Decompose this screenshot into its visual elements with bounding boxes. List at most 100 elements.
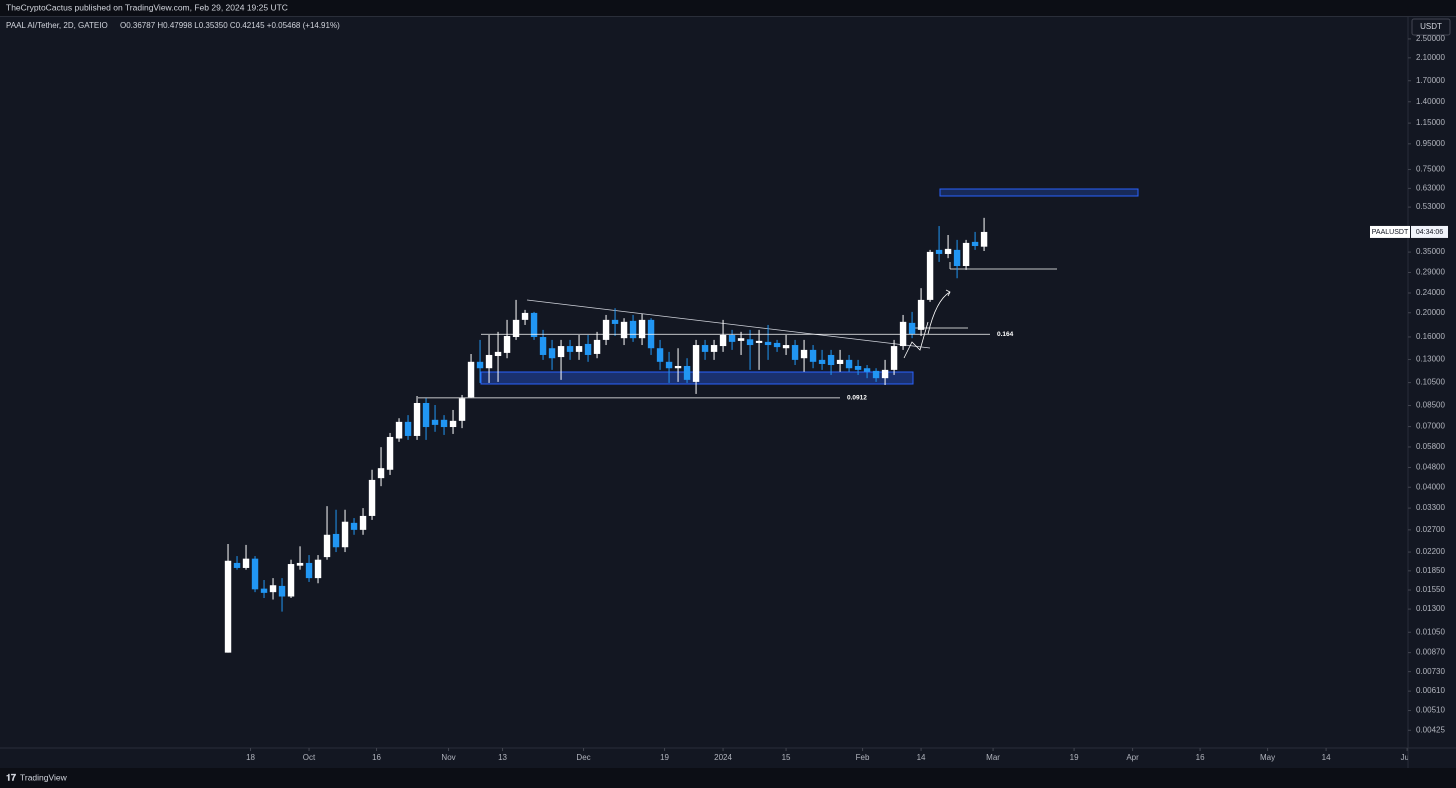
candle-body <box>494 351 502 357</box>
y-tick-label: 0.08500 <box>1416 401 1445 410</box>
candle-body <box>413 403 421 436</box>
candle-body <box>665 361 673 369</box>
candle-body <box>800 349 808 359</box>
y-tick-label: 0.00610 <box>1416 686 1445 695</box>
x-tick-label: Dec <box>576 753 590 762</box>
x-tick-label: Mar <box>986 753 1000 762</box>
y-tick-label: 0.95000 <box>1416 139 1445 148</box>
candle-body <box>845 359 853 369</box>
footer-bar <box>0 768 1456 788</box>
candle-body <box>656 348 664 362</box>
y-tick-label: 0.16000 <box>1416 332 1445 341</box>
candle-body <box>854 365 862 370</box>
candle-body <box>593 339 601 354</box>
candle-body <box>944 248 952 254</box>
candle-body <box>350 522 358 530</box>
y-tick-label: 0.75000 <box>1416 165 1445 174</box>
candle-body <box>242 558 250 568</box>
candle-body <box>503 336 511 353</box>
candle-body <box>773 342 781 348</box>
candle-body <box>602 319 610 340</box>
candle-body <box>701 345 709 352</box>
x-tick-label: 16 <box>372 753 381 762</box>
y-tick-label: 0.00870 <box>1416 648 1445 657</box>
candle-body <box>260 588 268 593</box>
x-tick-label: Oct <box>303 753 316 762</box>
y-tick-label: 0.02200 <box>1416 547 1445 556</box>
y-tick-label: 0.53000 <box>1416 202 1445 211</box>
candle-body <box>620 321 628 339</box>
x-tick-label: Jun <box>1401 753 1414 762</box>
candle-body <box>368 479 376 516</box>
x-tick-label: 19 <box>1070 753 1079 762</box>
currency-box[interactable] <box>1411 18 1451 36</box>
candle-body <box>332 533 340 548</box>
header-bar <box>0 0 1456 16</box>
candle-body <box>818 359 826 364</box>
y-tick-label: 0.29000 <box>1416 268 1445 277</box>
candle-body <box>485 354 493 369</box>
candle-body <box>881 369 889 379</box>
x-tick-label: Feb <box>856 753 870 762</box>
candle-body <box>611 319 619 324</box>
candle-body <box>755 340 763 343</box>
candle-body <box>962 242 970 267</box>
candle-body <box>638 319 646 339</box>
arrow <box>927 289 951 335</box>
y-tick-label: 0.35000 <box>1416 247 1445 256</box>
y-tick-label: 0.00730 <box>1416 667 1445 676</box>
y-tick-label: 0.04000 <box>1416 482 1445 491</box>
candle-body <box>269 585 277 593</box>
candle-body <box>683 365 691 380</box>
y-tick-label: 0.01550 <box>1416 585 1445 594</box>
x-tick-label: May <box>1260 753 1275 762</box>
candle-body <box>440 419 448 428</box>
candle-body <box>557 346 565 358</box>
candle-body <box>341 521 349 548</box>
countdown-box <box>1411 225 1448 238</box>
candle-body <box>512 319 520 338</box>
candle-body <box>746 339 754 346</box>
candle-body <box>836 359 844 364</box>
path-sketch <box>903 321 929 359</box>
last-price-symbol: PAALUSDT <box>1372 229 1409 236</box>
x-tick-label: 13 <box>498 753 507 762</box>
candle-body <box>233 562 241 568</box>
candle-body <box>980 231 988 247</box>
candle-body <box>863 368 871 372</box>
x-tick-label: Apr <box>1126 753 1139 762</box>
candle-body <box>467 361 475 398</box>
candle-body <box>386 436 394 470</box>
y-tick-label: 1.15000 <box>1416 118 1445 127</box>
y-tick-label: 0.10500 <box>1416 378 1445 387</box>
candle-body <box>476 361 484 369</box>
candle-body <box>521 312 529 320</box>
candle-body <box>809 349 817 362</box>
candle-body <box>278 585 286 597</box>
y-tick-label: 0.00510 <box>1416 706 1445 715</box>
y-tick-label: 0.02700 <box>1416 525 1445 534</box>
currency[interactable]: USDT <box>1420 22 1442 31</box>
candle-body <box>377 468 385 479</box>
candle-body <box>926 251 934 300</box>
candle-body <box>395 421 403 439</box>
trendline <box>526 299 931 349</box>
candle-body <box>584 343 592 355</box>
last-price-symbol-box <box>1370 225 1410 238</box>
candle-body <box>566 346 574 352</box>
ohlc: O0.36787 H0.47998 L0.35350 C0.42145 +0.0… <box>120 21 340 30</box>
brand-mark: 𝟏𝟕 <box>6 772 16 782</box>
x-tick-label: 18 <box>246 753 255 762</box>
candle-body <box>359 515 367 530</box>
candle-body <box>422 403 430 428</box>
candle-body <box>287 564 295 597</box>
candle-body <box>404 421 412 436</box>
candle-body <box>728 335 736 342</box>
y-tick-label: 0.20000 <box>1416 308 1445 317</box>
y-tick-label: 0.24000 <box>1416 288 1445 297</box>
y-tick-label: 0.01850 <box>1416 566 1445 575</box>
candle-body <box>629 320 637 339</box>
supply-zone <box>939 188 1139 197</box>
